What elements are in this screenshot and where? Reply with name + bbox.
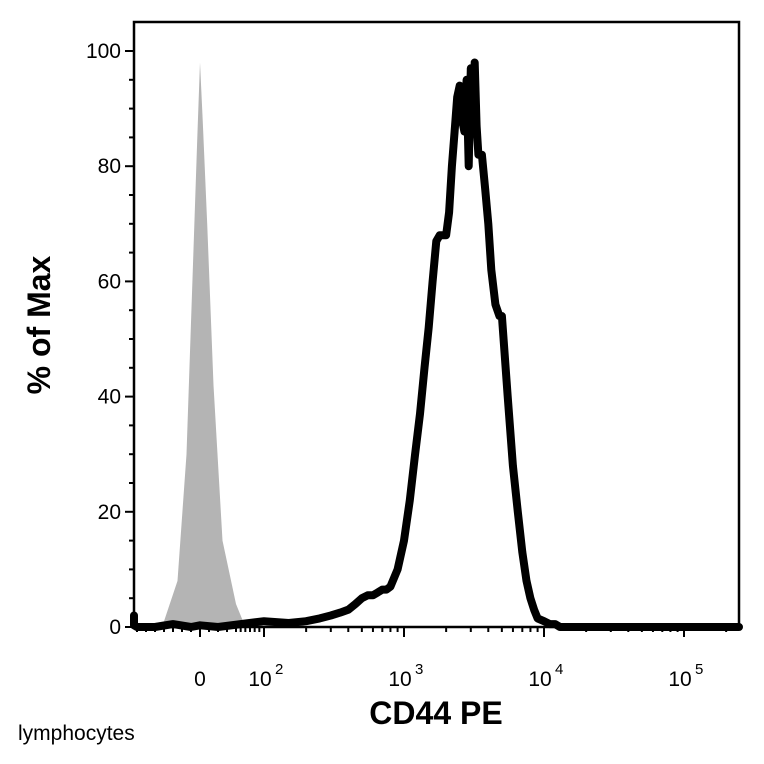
svg-text:4: 4 (555, 661, 563, 678)
y-tick-label: 40 (98, 386, 121, 409)
y-axis-tick-labels: 0 20 40 60 80 100 (86, 40, 121, 639)
y-tick-label: 0 (109, 616, 121, 639)
x-tick-label: 10 3 (388, 661, 423, 691)
control-histogram-area (137, 62, 250, 627)
svg-text:10: 10 (248, 668, 271, 691)
svg-text:2: 2 (275, 661, 283, 678)
histogram-series (130, 58, 743, 631)
y-tick-label: 100 (86, 40, 121, 63)
x-tick-label: 10 4 (528, 661, 563, 691)
y-tick-label: 80 (98, 155, 121, 178)
svg-text:5: 5 (695, 661, 703, 678)
svg-text:0: 0 (194, 668, 206, 691)
x-axis-title: CD44 PE (369, 695, 502, 731)
svg-text:10: 10 (528, 668, 551, 691)
x-axis-tick-labels: 0 10 2 10 3 10 4 10 5 (194, 661, 703, 691)
svg-text:3: 3 (415, 661, 423, 678)
x-tick-label: 10 2 (248, 661, 283, 691)
svg-text:10: 10 (668, 668, 691, 691)
y-axis-title: % of Max (21, 255, 57, 394)
svg-text:10: 10 (388, 668, 411, 691)
x-tick-label: 0 (194, 668, 206, 691)
plot-frame (132, 20, 741, 629)
x-tick-label: 10 5 (668, 661, 703, 691)
footer-label: lymphocytes (18, 722, 135, 745)
stained-histogram-line (130, 58, 743, 631)
y-tick-label: 20 (98, 501, 121, 524)
y-axis-ticks (125, 50, 134, 628)
y-tick-label: 60 (98, 270, 121, 293)
